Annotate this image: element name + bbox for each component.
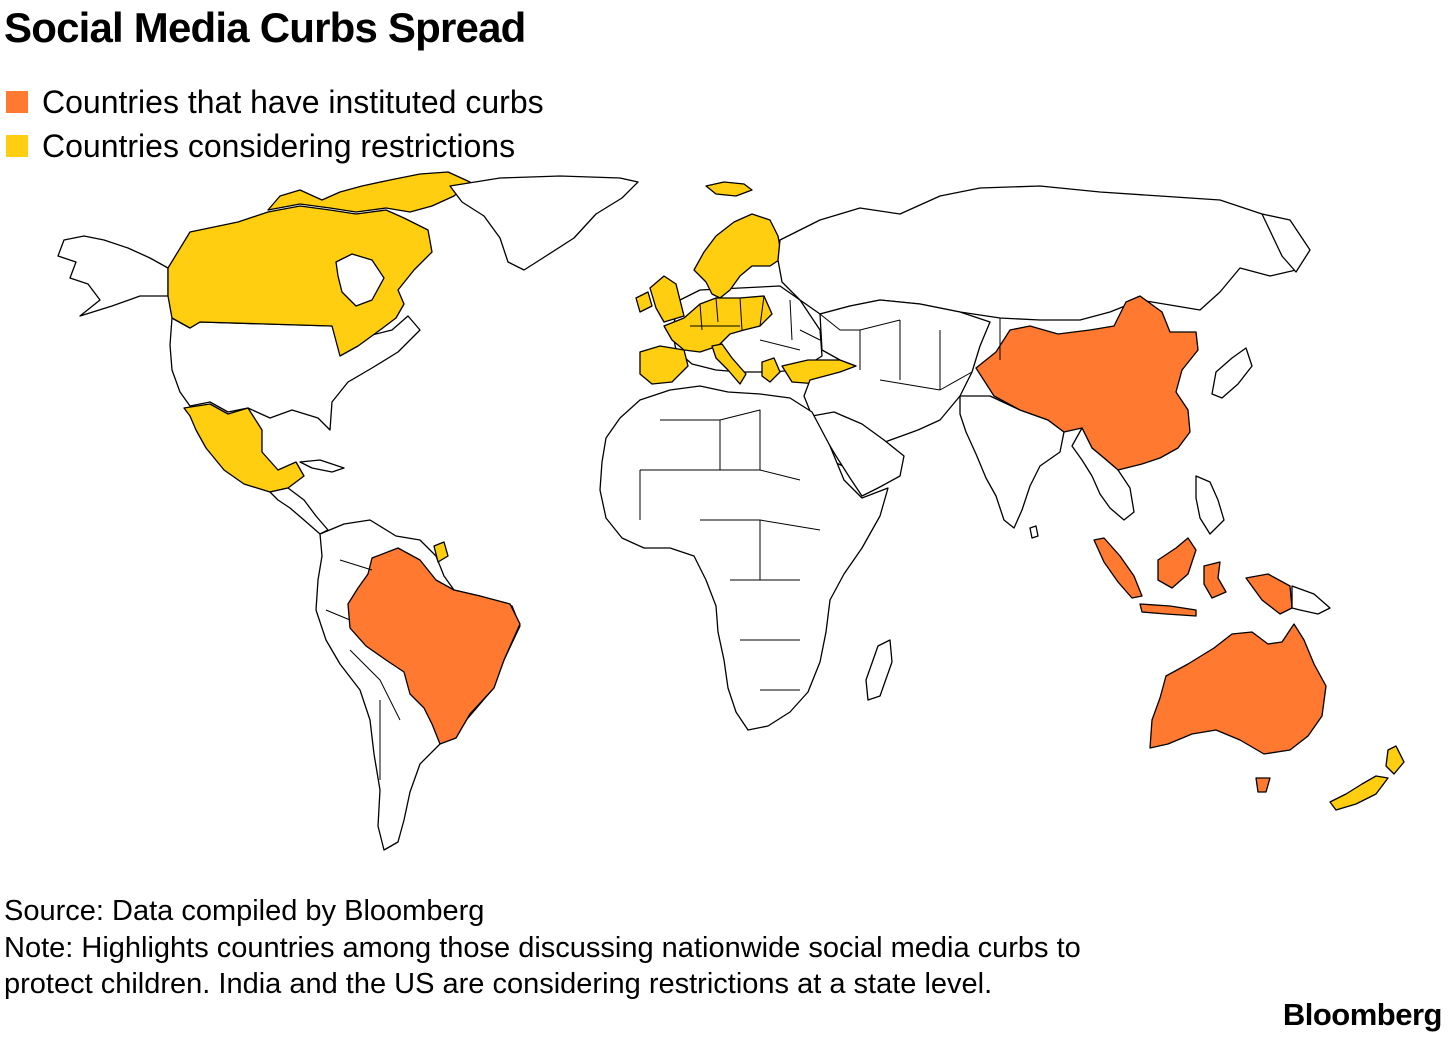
- bloomberg-logo: Bloomberg: [1282, 997, 1443, 1032]
- country-southeast-asia: [1071, 427, 1135, 521]
- country-indonesia-sulawesi: [1203, 561, 1227, 599]
- legend-item-considering: Countries considering restrictions: [6, 124, 544, 168]
- country-russia: [777, 185, 1297, 321]
- country-australia: [1149, 623, 1327, 755]
- country-iceland: [705, 181, 753, 197]
- chart-footer: Source: Data compiled by Bloomberg Note:…: [4, 893, 1134, 1003]
- country-french-guiana: [433, 541, 449, 563]
- country-italy: [711, 343, 747, 385]
- country-mexico: [183, 403, 305, 493]
- country-cuba: [299, 459, 345, 473]
- country-china: [975, 295, 1199, 471]
- country-indonesia-java: [1139, 603, 1197, 617]
- country-brazil: [347, 547, 521, 745]
- source-text: Source: Data compiled by Bloomberg: [4, 895, 485, 927]
- country-indonesia-sumatra: [1093, 537, 1143, 599]
- border-lines-russia: [819, 313, 901, 331]
- country-tasmania: [1255, 777, 1271, 793]
- legend-label-instituted: Countries that have instituted curbs: [42, 84, 544, 120]
- country-new-zealand-north: [1385, 745, 1405, 775]
- country-madagascar: [865, 639, 893, 701]
- country-indonesia-papua: [1245, 573, 1293, 615]
- country-africa: [599, 385, 889, 731]
- country-canada-hudson-bay: [335, 253, 385, 307]
- world-map: [57, 171, 1405, 851]
- country-alaska: [57, 235, 169, 317]
- country-canada-arctic-islands: [267, 171, 471, 213]
- country-scandinavia: [693, 213, 783, 299]
- country-indonesia-borneo: [1157, 537, 1197, 589]
- country-japan: [1211, 347, 1253, 399]
- country-central-america: [269, 487, 329, 535]
- country-canada: [167, 205, 433, 357]
- country-sri-lanka: [1029, 525, 1039, 539]
- country-papua-new-guinea: [1291, 585, 1331, 615]
- legend-item-instituted: Countries that have instituted curbs: [6, 80, 544, 124]
- country-new-zealand-south: [1329, 775, 1389, 811]
- country-iberia: [639, 345, 689, 385]
- chart-title: Social Media Curbs Spread: [4, 4, 526, 51]
- country-philippines: [1195, 475, 1225, 535]
- country-greenland: [449, 175, 639, 271]
- border-lines-south-america: [325, 559, 401, 780]
- legend-swatch-instituted: [6, 91, 28, 113]
- country-kamchatka: [1261, 213, 1311, 273]
- border-lines-europe: [690, 295, 821, 351]
- note-text: Note: Highlights countries among those d…: [4, 931, 1081, 1001]
- legend: Countries that have instituted curbs Cou…: [6, 80, 544, 168]
- country-arabia: [811, 411, 905, 497]
- country-greece: [761, 357, 781, 383]
- border-lines-asia: [859, 318, 1001, 391]
- country-ireland: [635, 291, 653, 313]
- legend-swatch-considering: [6, 135, 28, 157]
- border-lines-africa: [639, 409, 821, 691]
- legend-label-considering: Countries considering restrictions: [42, 128, 516, 164]
- country-united-kingdom: [649, 275, 685, 323]
